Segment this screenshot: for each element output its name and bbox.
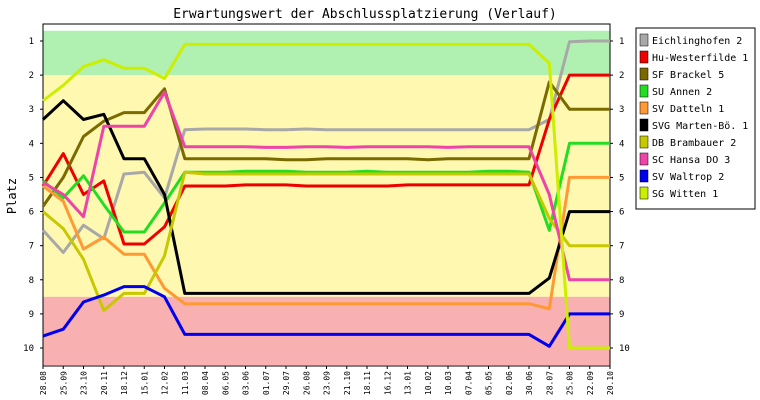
x-tick-label: 05.05 (485, 371, 494, 395)
series-line-3 (42, 141, 610, 234)
chart-title: Erwartungswert der Abschlussplatzierung … (173, 7, 557, 22)
y-tick-label-left: 8 (29, 276, 34, 286)
x-tick-label: 23.09 (323, 371, 332, 395)
y-tick-label-right: 9 (619, 310, 624, 320)
x-tick-label: 08.04 (201, 371, 210, 395)
x-tick-label: 16.12 (383, 371, 392, 395)
x-tick-label: 06.05 (221, 371, 230, 395)
legend-swatch (639, 186, 649, 200)
series-line-1 (41, 73, 610, 246)
x-tick-label: 15.01 (140, 371, 149, 395)
x-tick-label: 18.11 (363, 371, 372, 395)
y-axis-label: Platz (5, 178, 19, 214)
legend-label: SC Hansa DO 3 (652, 155, 730, 166)
series-line-4 (42, 175, 610, 311)
background-bands (43, 30, 610, 366)
legend-label: SG Witten 1 (652, 189, 718, 200)
x-ticks: 28.08 25.09 23.10 20.11 18.12 15.01 12.02 11.03… (39, 366, 615, 395)
x-tick-label: 26.08 (302, 371, 311, 395)
y-tick-label-right: 3 (619, 105, 624, 115)
y-tick-label-left: 5 (29, 173, 34, 183)
legend-label: SVG Marten-Bö. 1 (652, 121, 748, 132)
legend-swatch (639, 135, 649, 149)
x-tick-label: 10.02 (424, 371, 433, 395)
y-ticks-left: 1 2 3 4 5 6 7 8 9 10 (23, 37, 43, 354)
x-tick-label: 28.08 (39, 371, 48, 395)
x-tick-label: 25.09 (59, 371, 68, 395)
x-tick-label: 03.06 (242, 371, 251, 395)
band-2 (43, 296, 610, 366)
x-tick-label: 23.10 (80, 371, 89, 395)
y-tick-label-left: 10 (23, 344, 34, 354)
legend-label: SV Datteln 1 (652, 104, 724, 115)
legend-swatch (639, 84, 649, 98)
x-tick-label: 01.07 (262, 371, 271, 395)
x-tick-label: 20.10 (606, 371, 615, 395)
y-tick-label-right: 10 (619, 344, 630, 354)
legend-label: Hu-Westerfilde 1 (652, 53, 748, 64)
y-tick-label-left: 7 (29, 242, 34, 252)
series-line-8 (42, 285, 610, 348)
series-line-0 (41, 39, 610, 254)
x-tick-label: 29.07 (282, 371, 291, 395)
x-tick-label: 13.01 (404, 371, 413, 395)
series-lines (41, 39, 610, 350)
x-tick-label: 10.03 (444, 371, 453, 395)
legend-label: DB Brambauer 2 (652, 138, 736, 149)
legend-box (635, 27, 756, 210)
x-tick-label: 22.09 (586, 371, 595, 395)
y-tick-label-right: 2 (619, 71, 624, 81)
y-tick-label-right: 6 (619, 208, 624, 218)
y-tick-label-right: 7 (619, 242, 624, 252)
x-tick-label: 21.10 (343, 371, 352, 395)
y-tick-label-right: 5 (619, 173, 624, 183)
series-line-7 (42, 90, 610, 282)
y-tick-label-right: 8 (619, 276, 624, 286)
legend-swatch (639, 50, 649, 64)
legend-label: SU Annen 2 (652, 87, 712, 98)
legend-swatch (639, 118, 649, 132)
legend-label: SF Brackel 5 (652, 70, 724, 81)
legend-label: Eichlinghofen 2 (652, 36, 742, 47)
y-tick-label-right: 4 (619, 139, 624, 149)
x-tick-label: 28.07 (545, 371, 554, 395)
y-tick-label-left: 9 (29, 310, 34, 320)
x-tick-label: 18.12 (120, 371, 129, 395)
x-tick-label: 02.06 (505, 371, 514, 395)
y-tick-label-left: 3 (29, 105, 34, 115)
x-tick-label: 11.03 (181, 371, 190, 395)
y-tick-label-right: 1 (619, 37, 624, 47)
x-tick-label: 07.04 (464, 371, 473, 395)
series-line-6 (42, 170, 610, 312)
legend: Eichlinghofen 2 Hu-Westerfilde 1 SF Bracke… (635, 27, 756, 210)
legend-swatch (639, 152, 649, 166)
series-line-5 (41, 99, 610, 295)
y-tick-label-left: 6 (29, 208, 34, 218)
y-ticks-right: 1 2 3 4 5 6 7 8 9 10 (610, 37, 630, 354)
y-tick-label-left: 2 (29, 71, 34, 81)
legend-swatch (639, 101, 649, 115)
series-line-2 (41, 80, 610, 208)
legend-swatch (639, 33, 649, 47)
legend-swatch (639, 169, 649, 183)
x-tick-label: 30.06 (525, 371, 534, 395)
legend-label: SV Waltrop 2 (652, 172, 724, 183)
x-tick-label: 12.02 (161, 371, 170, 395)
y-tick-label-left: 4 (29, 139, 34, 149)
y-tick-label-left: 1 (29, 37, 34, 47)
x-tick-label: 20.11 (100, 371, 109, 395)
legend-swatch (639, 67, 649, 81)
series-line-9 (42, 42, 610, 350)
x-tick-label: 25.08 (566, 371, 575, 395)
